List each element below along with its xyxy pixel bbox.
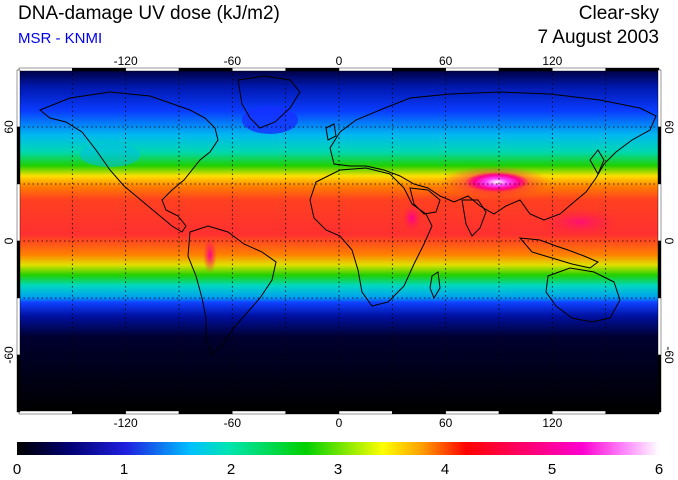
frame-bar-left xyxy=(16,69,21,128)
australia-outline xyxy=(545,267,621,323)
north-america-outline xyxy=(39,91,219,233)
colorbar-tick-label: 1 xyxy=(120,461,128,478)
uk-outline xyxy=(325,123,337,141)
frame-bar-top xyxy=(605,67,660,72)
frame-bar-top xyxy=(392,67,446,72)
frame-bar-bottom xyxy=(552,410,606,415)
frame-bar-top xyxy=(285,67,340,72)
lat-tick-label-right: 0 xyxy=(662,238,676,245)
lon-tick-label-top: 60 xyxy=(439,54,453,68)
dose-patch xyxy=(80,143,140,167)
lat-tick-label-right: -60 xyxy=(662,346,676,364)
colorbar-tick-label: 6 xyxy=(655,461,663,478)
colorbar-tick-label: 0 xyxy=(13,461,21,478)
frame-bar-right xyxy=(657,69,662,128)
frame-bar-bottom xyxy=(445,410,500,415)
colorbar-tick-label: 5 xyxy=(548,461,556,478)
africa-outline xyxy=(309,167,433,307)
chart-title: DNA-damage UV dose (kJ/m2) xyxy=(18,3,280,24)
frame-bar-right xyxy=(657,240,662,299)
frame-scale-bars xyxy=(16,67,662,415)
frame-bar-bottom xyxy=(72,410,126,415)
frame-bar-top xyxy=(18,67,73,72)
sky-condition-label: Clear-sky xyxy=(578,3,659,24)
frame-bar-right xyxy=(657,354,662,413)
lat-tick-label-left: 60 xyxy=(2,120,16,134)
lat-tick-label-left: 0 xyxy=(2,237,16,244)
frame-bar-bottom xyxy=(178,410,233,415)
frame-bar-left xyxy=(16,183,21,242)
frame-bar-top xyxy=(445,67,500,72)
lon-tick-label-bottom: 60 xyxy=(439,416,453,430)
frame-bar-top xyxy=(178,67,233,72)
frame-bar-bottom xyxy=(125,410,180,415)
frame-bar-top xyxy=(72,67,126,72)
lon-tick-label-top: -60 xyxy=(224,54,242,68)
andes-high-dose-region xyxy=(203,237,217,273)
frame-bar-left xyxy=(16,354,21,413)
tibet-peak-dose-region xyxy=(465,172,529,192)
frame-bar-top xyxy=(232,67,286,72)
frame-bar-bottom xyxy=(338,410,393,415)
colorbar-tick-label: 4 xyxy=(441,461,449,478)
lon-tick-label-bottom: -120 xyxy=(114,416,138,430)
lon-tick-label-top: -120 xyxy=(114,54,138,68)
frame-bar-bottom xyxy=(498,410,553,415)
lat-tick-label-right: 60 xyxy=(662,120,676,134)
source-label: MSR - KNMI xyxy=(18,30,103,47)
frame-bar-left xyxy=(16,297,21,356)
japan-outline xyxy=(589,149,605,176)
frame-bar-right xyxy=(657,183,662,242)
dose-patch xyxy=(242,106,298,134)
colorbar-tick-label: 2 xyxy=(227,461,235,478)
arabia-outline xyxy=(409,187,441,215)
frame-bar-right xyxy=(657,297,662,356)
graticule xyxy=(19,70,659,412)
lon-tick-label-top: 120 xyxy=(542,54,562,68)
lon-tick-label-bottom: -60 xyxy=(224,416,242,430)
lon-tick-label-bottom: 120 xyxy=(542,416,562,430)
frame-bar-top xyxy=(552,67,606,72)
date-label: 7 August 2003 xyxy=(537,27,660,48)
lon-tick-label-bottom: 0 xyxy=(336,416,343,430)
madagascar-outline xyxy=(429,271,441,300)
colorbar-tick-label: 3 xyxy=(334,461,342,478)
colorbar-tick-labels: 0 1 2 3 4 5 6 xyxy=(13,461,663,478)
southeast-asia-islands-outline xyxy=(518,237,599,269)
frame-bar-top xyxy=(498,67,553,72)
frame-bar-bottom xyxy=(605,410,660,415)
frame-bar-right xyxy=(657,126,662,185)
colorbar xyxy=(17,442,659,455)
axis-tick-labels: -120 -120 -60 -60 0 0 60 60 120 120 60 60 0 0 -60 -60 xyxy=(2,54,676,430)
lon-tick-label-top: 0 xyxy=(336,54,343,68)
europe-asia-outline xyxy=(329,91,657,221)
south-america-outline xyxy=(187,225,277,355)
coastlines xyxy=(39,75,657,355)
greenland-outline xyxy=(237,75,301,129)
india-outline xyxy=(461,199,487,237)
frame-bar-bottom xyxy=(285,410,340,415)
frame-bar-bottom xyxy=(232,410,286,415)
frame-bar-top xyxy=(338,67,393,72)
frame-bar-bottom xyxy=(18,410,73,415)
frame-bar-left xyxy=(16,126,21,185)
east-africa-high-dose-region xyxy=(402,204,422,232)
frame-bar-bottom xyxy=(392,410,446,415)
frame-bar-left xyxy=(16,240,21,299)
lat-tick-label-left: -60 xyxy=(2,346,16,364)
pacific-high-dose-region xyxy=(540,208,620,236)
frame-bar-top xyxy=(125,67,180,72)
